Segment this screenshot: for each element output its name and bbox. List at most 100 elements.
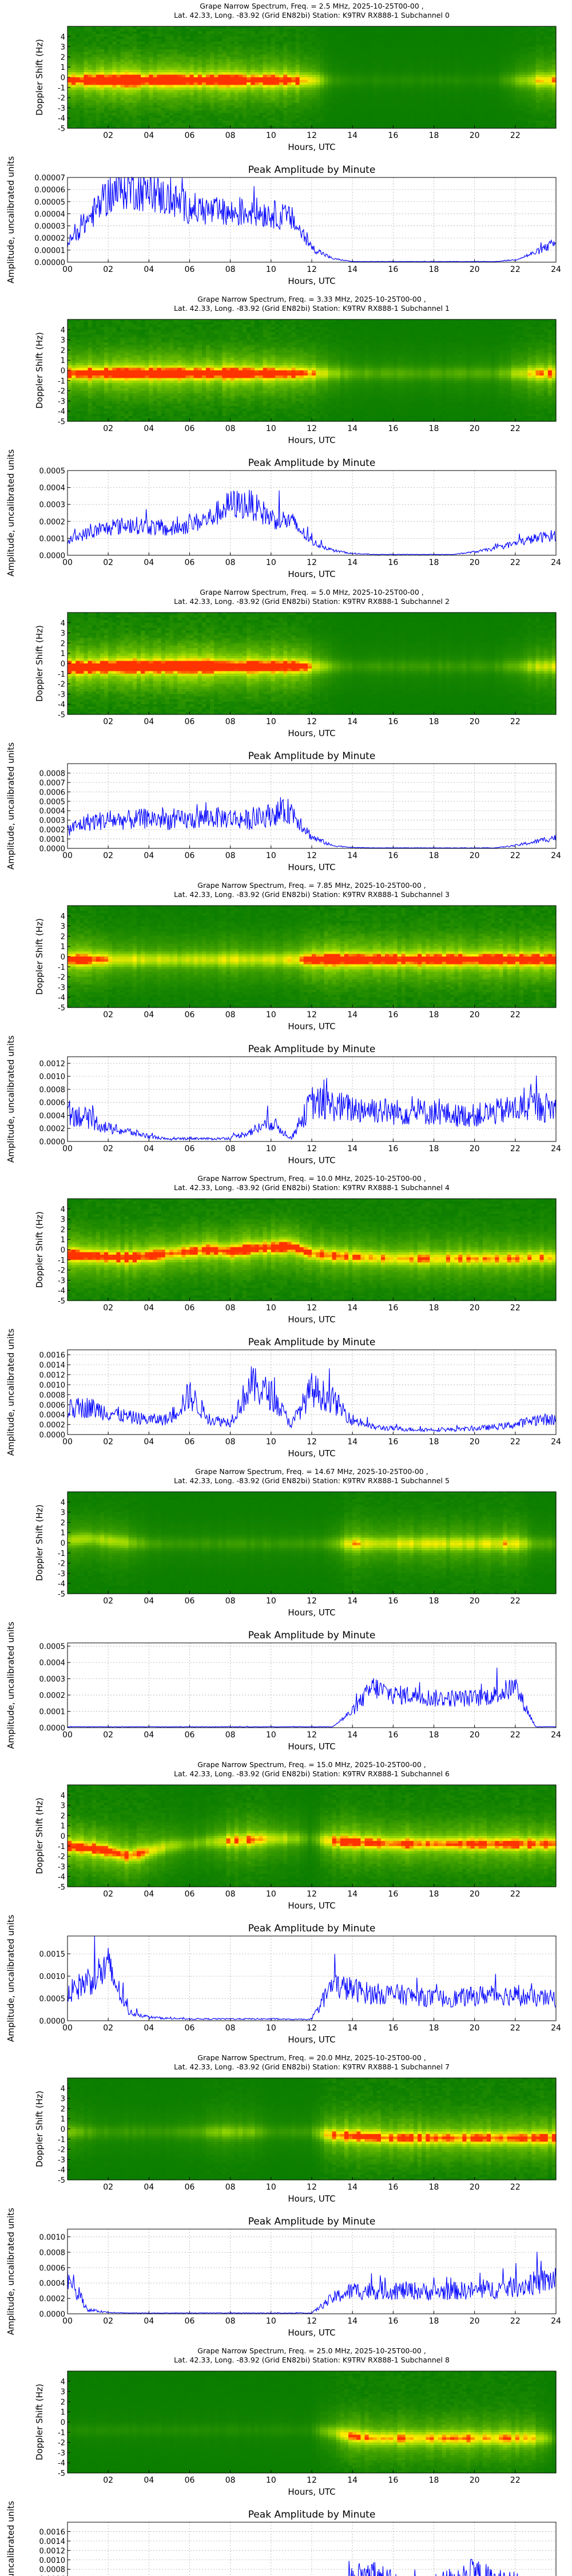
- spectrogram-cell: [92, 110, 97, 113]
- spectrogram-cell: [76, 47, 80, 50]
- spectrogram-cell: [96, 93, 101, 96]
- spectrogram-cell: [141, 54, 145, 57]
- spectrogram-cell: [121, 54, 125, 57]
- spectrogram-cell: [125, 121, 129, 124]
- spectrogram-cell: [133, 31, 137, 34]
- spectrogram-cell: [141, 39, 145, 42]
- spectrogram-cell: [129, 49, 133, 52]
- spectrogram-cell: [76, 80, 80, 82]
- spectrogram-cell: [121, 80, 125, 82]
- spectrogram-cell: [125, 37, 129, 39]
- spectrogram-cell: [96, 44, 101, 47]
- spectrogram-cell: [84, 98, 88, 101]
- spectrogram-cell: [76, 82, 80, 85]
- spectrogram-cell: [67, 57, 72, 60]
- spectrogram-cell: [88, 52, 93, 55]
- spectrogram-cell: [116, 118, 121, 121]
- spectrogram-cell: [96, 60, 101, 62]
- spectrogram-cell: [92, 31, 97, 34]
- spectrogram-cell: [121, 49, 125, 52]
- spectrogram-cell: [84, 57, 88, 60]
- spectrogram-cell: [80, 85, 84, 88]
- spectrogram-cell: [80, 39, 84, 42]
- spectrogram-cell: [108, 62, 113, 65]
- spectrogram-cell: [72, 108, 76, 110]
- spectrogram-cell: [112, 39, 117, 42]
- spectrogram-cell: [88, 70, 93, 73]
- spectrogram-cell: [112, 67, 117, 70]
- spectrogram-cell: [112, 88, 117, 90]
- spectrogram-cell: [137, 54, 141, 57]
- spectrogram-cell: [125, 110, 129, 113]
- spectrogram-cell: [108, 42, 113, 45]
- spectrogram-cell: [129, 42, 133, 45]
- spectrogram-cell: [88, 72, 93, 75]
- spectrogram-cell: [137, 121, 141, 124]
- spectrogram-cell: [104, 42, 109, 45]
- spectrogram-cell: [108, 60, 113, 62]
- spectrogram-cell: [129, 110, 133, 113]
- spectrogram-cell: [80, 93, 84, 96]
- spectrogram-cell: [100, 123, 105, 126]
- spectrogram-cell: [96, 39, 101, 42]
- spectrogram-cell: [76, 118, 80, 121]
- spectrogram-cell: [76, 65, 80, 68]
- spectrogram-cell: [133, 113, 137, 116]
- spectrogram-cell: [92, 95, 97, 98]
- spectrogram-cell: [67, 67, 72, 70]
- spectrogram-cell: [92, 105, 97, 108]
- spectrogram-cell: [137, 110, 141, 113]
- spectrogram-cell: [84, 29, 88, 31]
- spectrogram-cell: [100, 93, 105, 96]
- spectrogram-cell: [72, 26, 76, 29]
- spectrogram-cell: [104, 72, 109, 75]
- spectrogram-cell: [121, 52, 125, 55]
- spectrogram-cell: [80, 113, 84, 116]
- spectrogram-cell: [116, 70, 121, 73]
- spectrogram-cell: [96, 88, 101, 90]
- spectrogram-cell: [76, 95, 80, 98]
- spectrogram-cell: [72, 116, 76, 118]
- spectrogram-cell: [116, 121, 121, 124]
- spectrogram-cell: [137, 57, 141, 60]
- spectrogram-cell: [88, 44, 93, 47]
- spectrogram-cell: [141, 65, 145, 68]
- spectrogram-cell: [92, 26, 97, 29]
- spectrogram-cell: [67, 77, 72, 80]
- spectrogram-cell: [100, 105, 105, 108]
- spectrogram-cell: [121, 95, 125, 98]
- spectrogram-cell: [80, 37, 84, 39]
- spectrogram-cell: [112, 72, 117, 75]
- spectrogram-cell: [76, 42, 80, 45]
- spectrogram-cell: [72, 31, 76, 34]
- spectrogram-cell: [129, 80, 133, 82]
- spectrogram-cell: [72, 93, 76, 96]
- spectrogram-cell: [96, 95, 101, 98]
- spectrogram-cell: [92, 47, 97, 50]
- spectrogram-cell: [112, 118, 117, 121]
- spectrogram-cell: [76, 34, 80, 37]
- spectrogram-cell: [129, 39, 133, 42]
- spectrogram-cell: [100, 110, 105, 113]
- spectrogram-cell: [96, 90, 101, 93]
- spectrogram-cell: [84, 108, 88, 110]
- spectrogram-cell: [92, 52, 97, 55]
- spectrogram-cell: [121, 34, 125, 37]
- spectrogram-cell: [72, 65, 76, 68]
- spectrogram-cell: [108, 121, 113, 124]
- spectrogram-cell: [72, 80, 76, 82]
- spectrogram-cell: [141, 75, 145, 78]
- spectrogram-cell: [116, 31, 121, 34]
- spectrogram-cell: [100, 31, 105, 34]
- spectrogram-cell: [112, 65, 117, 68]
- spectrogram-cell: [96, 29, 101, 31]
- spectrogram-cell: [108, 47, 113, 50]
- spectrogram-cell: [137, 29, 141, 31]
- spectrogram-cell: [125, 80, 129, 82]
- spectrogram-cell: [133, 82, 137, 85]
- spectrogram-cell: [141, 95, 145, 98]
- spectrogram-cell: [92, 34, 97, 37]
- spectrogram-cell: [108, 70, 113, 73]
- spectrogram-cell: [141, 103, 145, 106]
- spectrogram-cell: [92, 100, 97, 103]
